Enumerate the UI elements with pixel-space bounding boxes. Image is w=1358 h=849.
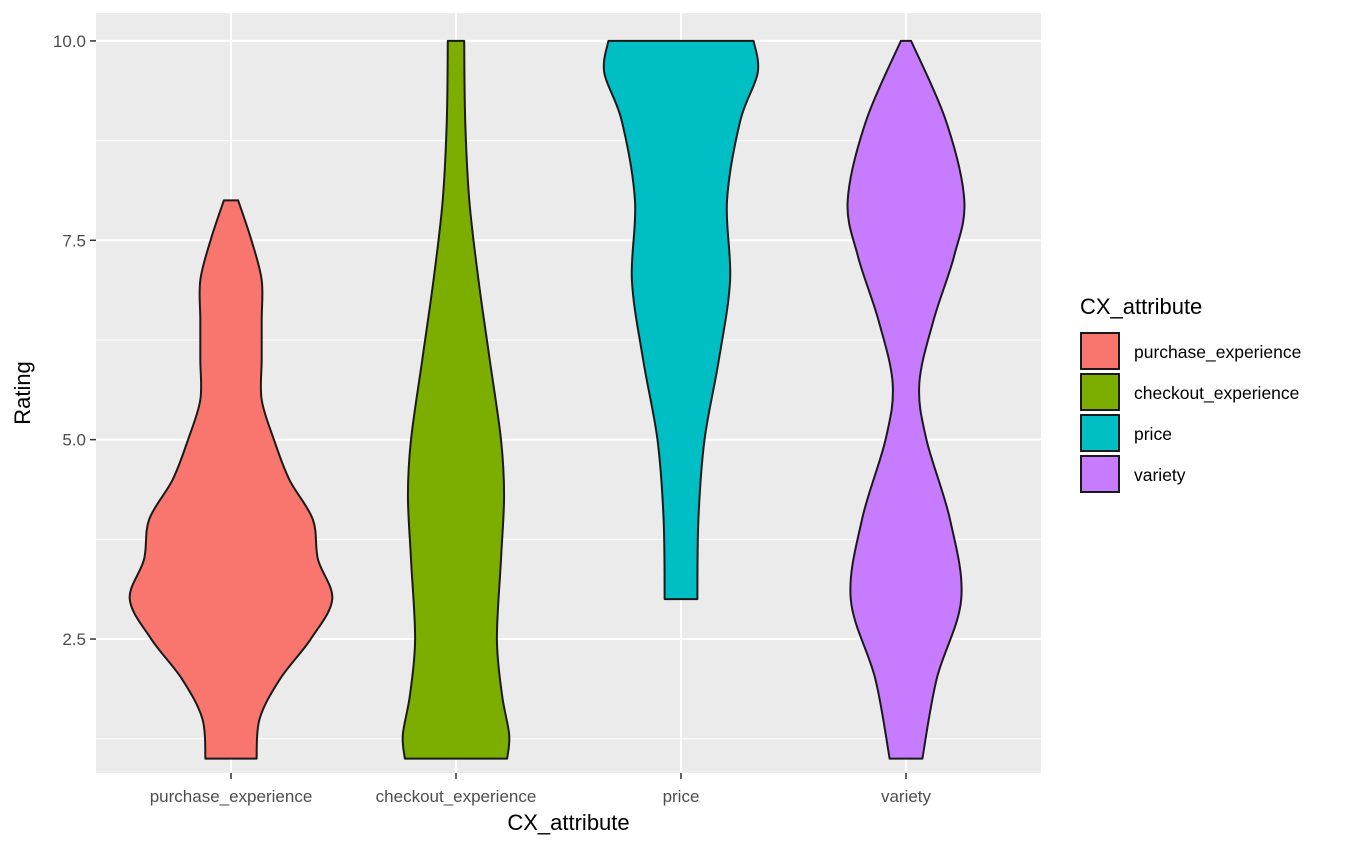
violin-purchase-experience <box>128 199 334 760</box>
legend-key <box>1080 373 1120 411</box>
legend-key <box>1080 455 1120 493</box>
violin-checkout-experience <box>401 39 511 760</box>
legend: CX_attribute purchase_experience checkout… <box>1080 294 1301 493</box>
violins <box>128 39 966 760</box>
x-tick-label: checkout_experience <box>376 787 537 806</box>
x-tick-label: variety <box>881 787 932 806</box>
y-tick-label: 2.5 <box>62 630 86 649</box>
legend-label: checkout_experience <box>1134 383 1299 404</box>
x-axis: purchase_experience checkout_experience pr… <box>150 773 932 806</box>
violin-price <box>602 39 760 601</box>
x-tick-label: purchase_experience <box>150 787 313 806</box>
legend-label: price <box>1134 424 1172 444</box>
y-tick-label: 7.5 <box>62 231 86 250</box>
violin-variety <box>846 39 966 760</box>
y-tick-label: 5.0 <box>62 431 86 450</box>
y-axis-title: Rating <box>10 361 35 425</box>
legend-title: CX_attribute <box>1080 294 1202 319</box>
legend-key <box>1080 414 1120 452</box>
legend-key <box>1080 332 1120 370</box>
legend-label: purchase_experience <box>1134 342 1301 363</box>
x-axis-title: CX_attribute <box>507 810 629 835</box>
y-axis: 2.5 5.0 7.5 10.0 <box>53 32 96 649</box>
x-tick-label: price <box>663 787 700 806</box>
legend-label: variety <box>1134 465 1186 485</box>
y-tick-label: 10.0 <box>53 32 86 51</box>
